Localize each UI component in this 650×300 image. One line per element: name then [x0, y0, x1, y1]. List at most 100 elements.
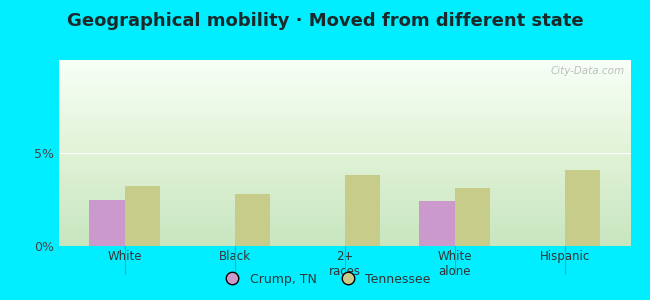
- Bar: [58, 238, 630, 239]
- Bar: [58, 129, 630, 130]
- Bar: [58, 209, 630, 210]
- Bar: [58, 107, 630, 108]
- Bar: [58, 79, 630, 80]
- Bar: [58, 91, 630, 92]
- Bar: [58, 136, 630, 137]
- Bar: [58, 173, 630, 174]
- Bar: [58, 160, 630, 161]
- Bar: [58, 63, 630, 64]
- Bar: [58, 122, 630, 123]
- Bar: [58, 159, 630, 160]
- Bar: [454, 188, 489, 246]
- Bar: [58, 172, 630, 173]
- Bar: [58, 168, 630, 169]
- Bar: [58, 226, 630, 227]
- Bar: [58, 87, 630, 88]
- Bar: [58, 204, 630, 205]
- Bar: [58, 126, 630, 127]
- Bar: [58, 100, 630, 101]
- Bar: [58, 197, 630, 198]
- Bar: [58, 142, 630, 143]
- Bar: [58, 189, 630, 190]
- Bar: [58, 225, 630, 226]
- Bar: [58, 177, 630, 178]
- Bar: [58, 141, 630, 142]
- Bar: [58, 163, 630, 164]
- Bar: [58, 102, 630, 103]
- Bar: [58, 183, 630, 184]
- Bar: [58, 165, 630, 166]
- Bar: [58, 120, 630, 122]
- Bar: [58, 224, 630, 225]
- Bar: [58, 117, 630, 118]
- Bar: [58, 66, 630, 67]
- Bar: [58, 143, 630, 144]
- Bar: [58, 196, 630, 197]
- Bar: [58, 132, 630, 133]
- Bar: [58, 105, 630, 106]
- Bar: [58, 230, 630, 231]
- Bar: [58, 147, 630, 148]
- Bar: [58, 207, 630, 208]
- Bar: [58, 155, 630, 156]
- Bar: [58, 70, 630, 71]
- Bar: [58, 240, 630, 241]
- Bar: [58, 238, 630, 239]
- Bar: [58, 90, 630, 91]
- Bar: [58, 214, 630, 215]
- Bar: [58, 192, 630, 193]
- Bar: [58, 133, 630, 134]
- Bar: [58, 95, 630, 96]
- Bar: [58, 184, 630, 185]
- Bar: [58, 97, 630, 98]
- Bar: [58, 96, 630, 97]
- Bar: [58, 134, 630, 135]
- Bar: [58, 88, 630, 89]
- Bar: [58, 80, 630, 81]
- Bar: [58, 151, 630, 152]
- Bar: [58, 237, 630, 238]
- Bar: [58, 74, 630, 75]
- Bar: [58, 191, 630, 192]
- Bar: [58, 218, 630, 219]
- Bar: [344, 175, 380, 246]
- Bar: [58, 175, 630, 176]
- Bar: [58, 169, 630, 170]
- Bar: [58, 232, 630, 233]
- Bar: [58, 71, 630, 72]
- Bar: [58, 158, 630, 159]
- Bar: [58, 235, 630, 236]
- Bar: [58, 85, 630, 86]
- Bar: [58, 193, 630, 194]
- Bar: [58, 60, 630, 61]
- Bar: [58, 110, 630, 111]
- Bar: [58, 69, 630, 70]
- Bar: [58, 180, 630, 181]
- Bar: [58, 174, 630, 175]
- Bar: [58, 119, 630, 120]
- Bar: [58, 108, 630, 109]
- Bar: [58, 156, 630, 157]
- Bar: [58, 124, 630, 125]
- Bar: [58, 233, 630, 234]
- Bar: [58, 223, 630, 224]
- Bar: [58, 216, 630, 217]
- Bar: [58, 75, 630, 76]
- Bar: [58, 170, 630, 171]
- Bar: [58, 161, 630, 162]
- Bar: [58, 148, 630, 149]
- Bar: [58, 179, 630, 180]
- Bar: [58, 203, 630, 204]
- Bar: [58, 153, 630, 154]
- Bar: [58, 182, 630, 183]
- Bar: [58, 92, 630, 94]
- Bar: [58, 131, 630, 132]
- Bar: [58, 125, 630, 126]
- Bar: [58, 195, 630, 196]
- Bar: [58, 181, 630, 182]
- Bar: [58, 202, 630, 203]
- Bar: [58, 244, 630, 245]
- Bar: [58, 222, 630, 223]
- Bar: [58, 114, 630, 115]
- Bar: [58, 199, 630, 200]
